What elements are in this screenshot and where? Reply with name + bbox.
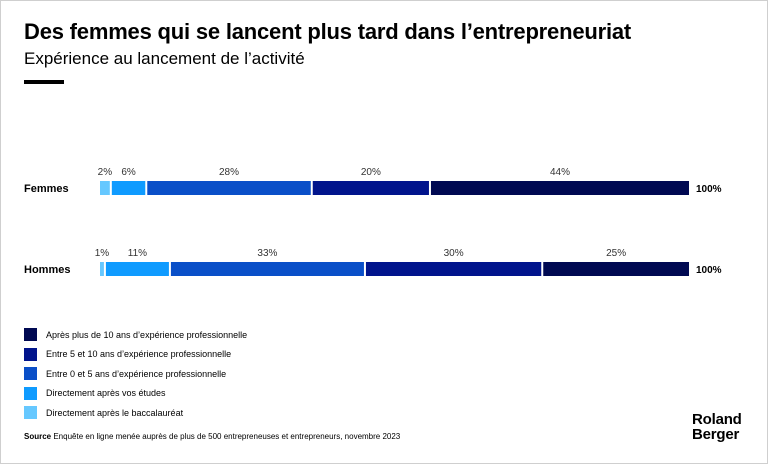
legend-item: Directement après le baccalauréat — [24, 406, 247, 419]
data-label: 2% — [98, 167, 113, 178]
total-label: 100% — [696, 265, 722, 276]
total-label: 100% — [696, 184, 722, 195]
data-label: 11% — [128, 248, 147, 259]
title-underline — [24, 80, 64, 84]
legend-item: Après plus de 10 ans d’expérience profes… — [24, 328, 247, 341]
legend-swatch — [24, 406, 37, 419]
chart-subtitle: Expérience au lancement de l’activité — [24, 49, 305, 68]
source-label: Source — [24, 432, 52, 441]
data-label: 25% — [606, 248, 626, 259]
chart-legend: Après plus de 10 ans d’expérience profes… — [24, 328, 247, 426]
legend-label: Directement après le baccalauréat — [46, 407, 184, 418]
stacked-bar-chart: Femmes 2% 6% 28% 20% 44% 100% Hommes 1% 11% 33% 30%… — [24, 167, 722, 276]
data-label: 33% — [257, 248, 277, 259]
data-label: 30% — [444, 248, 464, 259]
legend-item: Directement après vos études — [24, 386, 247, 400]
legend-swatch — [24, 347, 37, 361]
bar-segment — [430, 181, 689, 195]
legend-item: Entre 0 et 5 ans d’expérience profession… — [24, 367, 247, 380]
bar-segment — [147, 181, 311, 195]
legend-label: Après plus de 10 ans d’expérience profes… — [46, 329, 248, 340]
bar-segment — [170, 262, 364, 276]
data-label: 44% — [550, 167, 570, 178]
logo-line-1: Roland — [692, 411, 742, 428]
legend-item: Entre 5 et 10 ans d’expérience professio… — [24, 347, 247, 361]
source-text: Enquête en ligne menée auprès de plus de… — [51, 432, 401, 441]
chart-title: Des femmes qui se lancent plus tard dans… — [24, 19, 632, 44]
legend-label: Directement après vos études — [46, 388, 166, 398]
bar-segment — [100, 262, 104, 276]
category-label: Hommes — [24, 264, 70, 276]
data-label: 28% — [219, 167, 239, 178]
legend-swatch — [24, 386, 37, 400]
bar-segment — [543, 262, 689, 276]
bar-segment — [111, 181, 146, 195]
bar-segment — [312, 181, 429, 195]
data-label: 6% — [121, 167, 136, 178]
bar-segment — [365, 262, 542, 276]
source-note: Source Enquête en ligne menée auprès de … — [24, 432, 400, 441]
legend-label: Entre 5 et 10 ans d’expérience professio… — [46, 349, 232, 359]
data-label: 1% — [95, 248, 110, 259]
data-label: 20% — [361, 167, 381, 178]
category-label: Femmes — [24, 183, 69, 195]
logo-line-2: Berger — [692, 426, 740, 443]
bar-segment — [105, 262, 169, 276]
roland-berger-logo: Roland Berger — [692, 412, 742, 442]
bar-segment — [100, 181, 110, 195]
legend-swatch — [24, 367, 37, 380]
legend-swatch — [24, 328, 37, 341]
legend-label: Entre 0 et 5 ans d’expérience profession… — [46, 368, 227, 379]
